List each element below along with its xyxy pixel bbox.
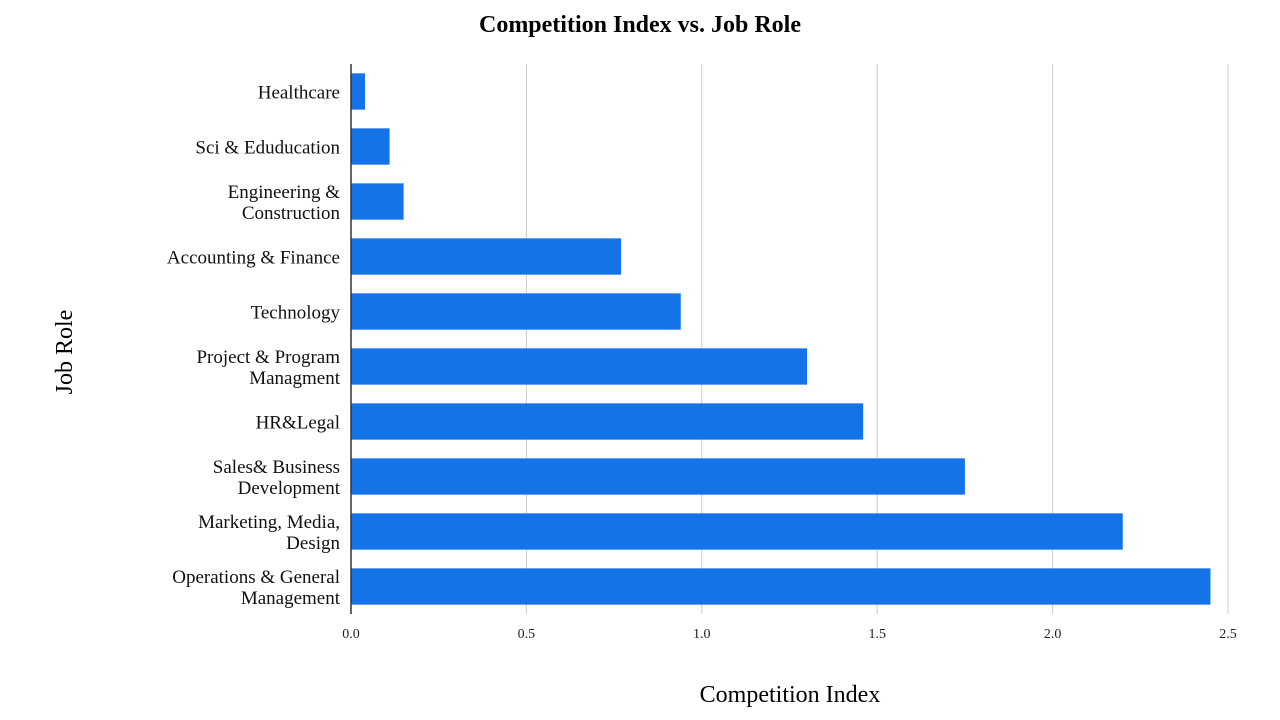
bar	[351, 293, 681, 330]
bar	[351, 513, 1123, 550]
x-tick-label: 1.5	[868, 627, 886, 642]
y-tick-label: Healthcare	[258, 83, 340, 104]
bar	[351, 458, 965, 495]
x-tick-label: 2.0	[1044, 627, 1062, 642]
bar	[351, 73, 366, 110]
x-tick-labels: 0.0 0.5 1.0 1.5 2.0 2.5	[342, 627, 1237, 642]
x-tick-label: 0.0	[342, 627, 360, 642]
y-tick-label: Operations & General Management	[172, 567, 340, 609]
y-tick-label: Project & Program Managment	[196, 347, 340, 389]
bar	[351, 348, 808, 385]
y-tick-label: Accounting & Finance	[167, 248, 340, 269]
bar	[351, 568, 1211, 605]
y-tick-label: HR&Legal	[256, 413, 340, 434]
y-tick-label: Sci & Eduducation	[195, 138, 340, 159]
bar	[351, 128, 390, 165]
y-tick-label: Sales& Business Development	[213, 457, 341, 499]
y-tick-labels: Healthcare Sci & Eduducation Engineering &…	[167, 83, 341, 610]
y-tick-label: Engineering & Construction	[228, 182, 341, 224]
chart-title: Competition Index vs. Job Role	[479, 12, 801, 38]
bars	[351, 73, 1211, 605]
bar	[351, 238, 622, 275]
y-axis-label: Job Role	[52, 310, 78, 395]
x-tick-label: 1.0	[693, 627, 711, 642]
x-tick-label: 2.5	[1219, 627, 1237, 642]
x-axis-label: Competition Index	[700, 682, 881, 708]
bar	[351, 183, 404, 220]
y-tick-label: Technology	[251, 303, 341, 324]
x-tick-label: 0.5	[518, 627, 536, 642]
y-tick-label: Marketing, Media, Design	[198, 512, 340, 554]
bar	[351, 403, 864, 440]
